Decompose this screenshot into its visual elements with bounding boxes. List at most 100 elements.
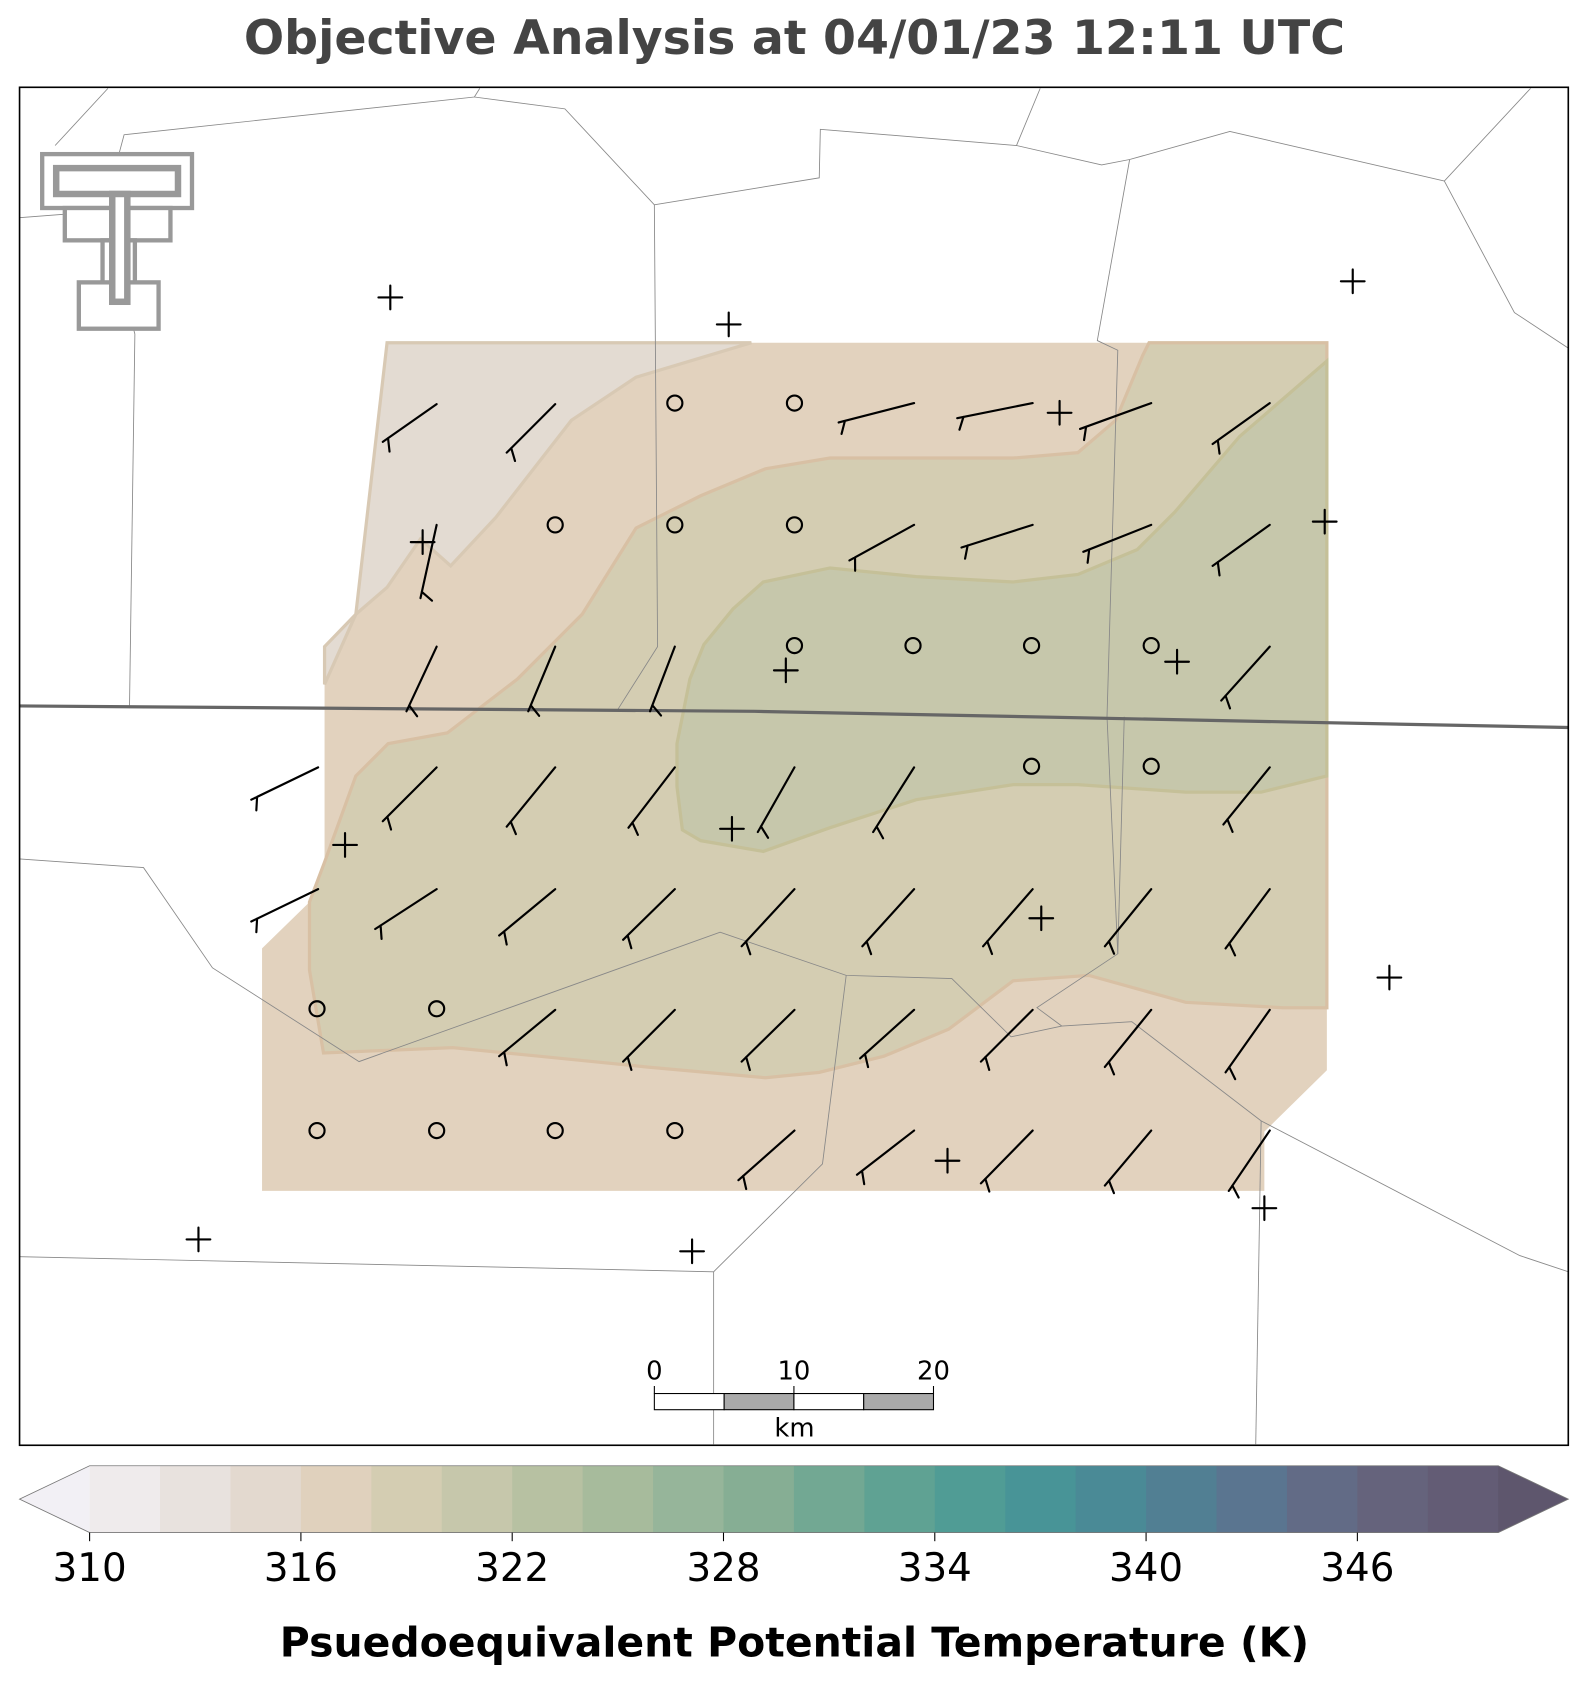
colorbar-tick-label: 334 (898, 1546, 972, 1591)
wind-barb (981, 888, 1034, 956)
colorbar-bin (1427, 1465, 1499, 1533)
wind-barb (1103, 888, 1153, 955)
colorbar-bin (934, 1465, 1006, 1533)
station-marker (719, 815, 745, 842)
colorbar-bin (582, 1465, 654, 1533)
wind-barb (756, 766, 796, 839)
calm-wind (666, 394, 684, 412)
wind-barb (498, 1008, 557, 1067)
wind-barb (1224, 1008, 1271, 1081)
station-marker (1028, 905, 1055, 932)
calm-wind (904, 636, 922, 655)
scale-tick-label: 0 (646, 1356, 662, 1386)
colorbar-bin (230, 1465, 302, 1533)
colorbar-bin (160, 1465, 232, 1533)
wind-barb (1082, 523, 1153, 564)
wind-barb (374, 888, 438, 941)
station-marker (934, 1147, 961, 1174)
wind-barb (381, 766, 438, 831)
colorbar-tick-label: 346 (1320, 1546, 1394, 1591)
station-marker (185, 1226, 212, 1253)
calm-wind (785, 516, 804, 534)
scale-segment (723, 1393, 795, 1411)
wind-barb (250, 766, 320, 812)
station-marker (409, 529, 436, 556)
colorbar-tick-label: 340 (1109, 1546, 1183, 1591)
wind-barb (381, 403, 438, 453)
wind-barb (419, 523, 438, 602)
wind-barb (872, 766, 916, 840)
station-marker (377, 284, 404, 311)
wind-barb (1103, 1008, 1153, 1076)
wind-barb (1222, 766, 1271, 833)
station-marker (679, 1238, 706, 1265)
wind-barb (648, 645, 676, 717)
wind-barb (740, 1008, 796, 1072)
wind-barb (627, 766, 676, 836)
scale-segment (653, 1393, 725, 1411)
station-marker (1311, 508, 1338, 535)
scale-segment (793, 1393, 865, 1411)
station-marker (1251, 1195, 1278, 1222)
wind-barb (1211, 523, 1271, 577)
calm-wind (785, 636, 804, 655)
map-frame (18, 86, 1570, 1447)
wind-barb (1227, 1129, 1271, 1199)
scale-tick-label: 10 (777, 1356, 810, 1386)
wind-barb (855, 1129, 916, 1186)
calm-wind (1022, 757, 1041, 775)
calm-wind (1142, 636, 1160, 655)
wind-barb (527, 645, 557, 717)
colorbar-tick-label: 322 (475, 1546, 549, 1591)
title: Objective Analysis at 04/01/23 12:11 UTC (244, 11, 1345, 66)
colorbar-bin (723, 1465, 795, 1533)
calm-wind (785, 394, 804, 412)
station-marker (715, 311, 742, 338)
station-marker (1339, 268, 1366, 295)
colorbar-bin (653, 1465, 725, 1533)
calm-wind (666, 1121, 684, 1140)
calm-wind (428, 1121, 446, 1140)
wind-barb (1224, 888, 1271, 957)
colorbar-bin (512, 1465, 584, 1533)
scale-segment (863, 1393, 935, 1411)
calm-wind (546, 516, 564, 534)
wind-barb (737, 1129, 796, 1191)
wind-barb (956, 402, 1034, 431)
colorbar-bin (1005, 1465, 1077, 1533)
wind-barb (848, 523, 916, 572)
scale-unit: km (774, 1414, 814, 1444)
wind-barb (979, 1008, 1034, 1071)
colorbar-bin (1286, 1465, 1358, 1533)
wind-barb (405, 645, 438, 718)
station-marker (1164, 648, 1190, 675)
colorbar-bin (89, 1465, 161, 1533)
colorbar-bin (1357, 1465, 1429, 1533)
colorbar-bin (1075, 1465, 1147, 1533)
calm-wind (1142, 757, 1160, 775)
wind-barb (250, 888, 320, 934)
colorbar-extension (1498, 1465, 1569, 1533)
wind-barb (1220, 645, 1271, 710)
colorbar-tick-label: 310 (53, 1546, 127, 1591)
wind-barb (979, 1129, 1034, 1193)
wind-barb (505, 403, 557, 463)
colorbar-bin (793, 1465, 865, 1533)
colorbar-label: Psuedoequivalent Potential Temperature (… (280, 1619, 1309, 1667)
colorbar-bin (1216, 1465, 1288, 1533)
wind-barb (859, 1008, 916, 1069)
colorbar-bin (371, 1465, 443, 1533)
logo (40, 151, 195, 331)
wind-barb (960, 523, 1034, 560)
station-marker (772, 657, 799, 684)
contour-fill (322, 341, 752, 686)
colorbar: Psuedoequivalent Potential Temperature (… (18, 1465, 1570, 1667)
wind-barb (1211, 402, 1271, 455)
wind-barb (498, 888, 557, 946)
colorbar-bin (441, 1465, 513, 1533)
colorbar-bin (300, 1465, 372, 1533)
wind-barb (1103, 1129, 1153, 1195)
colorbar-bin (864, 1465, 936, 1533)
wind-barb (622, 1008, 676, 1071)
